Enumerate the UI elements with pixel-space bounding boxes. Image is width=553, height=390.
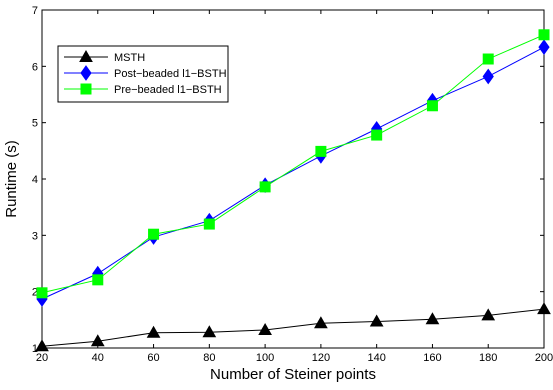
data-point — [146, 325, 161, 338]
legend-marker — [80, 83, 92, 95]
x-tick-label: 200 — [535, 352, 553, 364]
data-point — [482, 53, 494, 65]
data-point — [481, 308, 496, 321]
data-point — [538, 39, 550, 56]
x-tick-label: 40 — [92, 352, 104, 364]
data-point — [314, 316, 328, 329]
data-point — [148, 228, 160, 240]
x-tick-label: 160 — [423, 352, 441, 364]
y-tick-label: 5 — [32, 118, 38, 130]
y-tick-label: 2 — [32, 287, 38, 299]
legend-marker — [80, 65, 92, 81]
series-line — [41, 308, 545, 347]
data-point — [203, 218, 215, 230]
series-line — [41, 34, 545, 294]
y-tick-label: 6 — [32, 61, 38, 73]
x-axis-label: Number of Steiner points — [210, 366, 376, 383]
data-point — [90, 334, 105, 347]
data-point — [538, 29, 550, 41]
axis-ticks: 20 40 60 80 100 120 140 160 180 200 1 2 3 4 5 6 7 — [32, 5, 553, 364]
data-point — [425, 312, 440, 325]
legend-label: Post−beaded l1−BSTH — [114, 68, 227, 80]
x-tick-label: 120 — [312, 352, 330, 364]
series-2 — [36, 29, 550, 299]
data-point — [426, 100, 438, 112]
legend-label: Pre−beaded l1−BSTH — [114, 84, 222, 96]
legend-label: MSTH — [114, 52, 145, 64]
data-point — [369, 314, 384, 327]
data-point — [258, 322, 272, 335]
y-tick-label: 7 — [32, 5, 38, 17]
legend-marker — [79, 49, 93, 62]
data-point — [36, 287, 48, 299]
x-tick-label: 140 — [367, 352, 385, 364]
x-tick-label: 80 — [203, 352, 215, 364]
data-point — [371, 129, 383, 141]
data-point — [259, 181, 271, 193]
data-point — [482, 68, 494, 85]
y-tick-label: 4 — [32, 174, 38, 186]
series-line — [41, 46, 545, 300]
data-point — [92, 274, 104, 286]
x-tick-label: 60 — [147, 352, 159, 364]
data-point — [35, 339, 49, 352]
data-point — [315, 145, 327, 157]
x-tick-label: 20 — [36, 352, 48, 364]
y-axis-label: Runtime (s) — [3, 140, 20, 218]
y-tick-label: 3 — [32, 230, 38, 242]
series-layer — [35, 29, 551, 352]
x-tick-label: 180 — [479, 352, 497, 364]
x-tick-label: 100 — [256, 352, 274, 364]
data-point — [202, 325, 217, 338]
legend: MSTH Post−beaded l1−BSTH Pre−beaded l1−BST… — [57, 45, 229, 103]
y-tick-label: 1 — [32, 343, 38, 355]
data-point — [537, 302, 551, 315]
series-0 — [35, 302, 551, 352]
